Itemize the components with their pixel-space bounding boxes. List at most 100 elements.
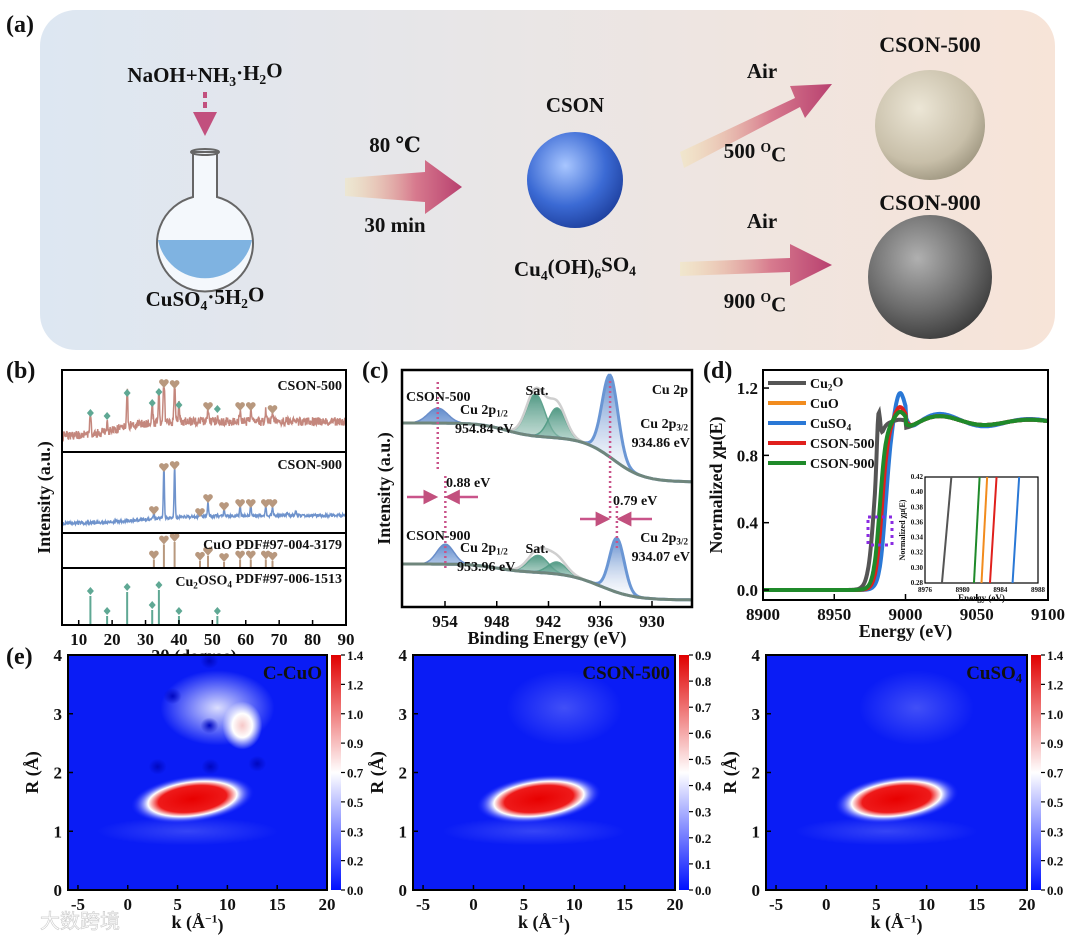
wt-heatmap <box>766 655 1027 890</box>
x-tick-label: 9100 <box>1031 605 1065 624</box>
intermediate-name: CSON <box>546 93 604 117</box>
x-tick-label: -5 <box>416 895 430 914</box>
heatmap-shell-region <box>859 670 974 746</box>
y-axis-title: R (Å) <box>367 751 388 794</box>
x-tick-label: 30 <box>137 630 154 649</box>
x-tick-label: 8950 <box>817 605 851 624</box>
cuo-marker-icon <box>169 533 180 542</box>
cuo-marker-icon <box>169 461 180 470</box>
cu2oso4-marker-icon <box>148 399 156 407</box>
xps-background-line <box>401 421 692 484</box>
y-tick-label: 0.4 <box>737 514 759 533</box>
wt-map-0: C-CuO -5 0 5 10 15 20 0 1 2 3 4 k (Å−1​) R (Å) 0.0 0.2 0… <box>22 646 364 936</box>
cu2oso4-marker-icon <box>155 388 163 396</box>
cuo-marker-icon <box>195 508 205 517</box>
cu2oso4-marker-icon <box>103 412 111 420</box>
x-tick-label: -5 <box>769 895 783 914</box>
x-tick-label: 90 <box>338 630 355 649</box>
colorbar-tick-label: 0.9 <box>695 648 712 663</box>
x-tick-label: 0 <box>124 895 133 914</box>
colorbar-tick-label: 0.3 <box>695 805 712 820</box>
inset-y-tick-label: 0.32 <box>911 549 924 557</box>
x-axis-title: k (Å−1​) <box>171 912 223 936</box>
cuo-marker-icon <box>245 499 256 508</box>
watermark: 大数跨境 <box>40 909 120 933</box>
inset-line <box>940 476 953 584</box>
x-tick-label: 15 <box>269 895 286 914</box>
colorbar-tick-label: 1.4 <box>347 648 364 663</box>
x-tick-label: 50 <box>204 630 221 649</box>
x-tick-label: 80 <box>304 630 321 649</box>
cu2oso4-marker-icon <box>123 583 131 591</box>
heatmap-main-peak <box>476 774 602 824</box>
shift-label-2p12: 0.88 eV <box>446 476 490 491</box>
cu2oso4-marker-icon <box>86 587 94 595</box>
panel-e-letter: (e) <box>6 644 33 670</box>
y-tick-label: 3 <box>399 705 408 724</box>
cuo-marker-icon <box>159 463 169 472</box>
inset-y-tick-label: 0.34 <box>911 534 924 542</box>
heatmap-faint-band <box>96 817 279 846</box>
cu2oso4-marker-icon <box>86 409 94 417</box>
inset-line <box>1011 476 1021 584</box>
colorbar-tick-label: 0.2 <box>695 831 711 846</box>
reagent-naoh-nh3: NaOH+NH3​·H2​O <box>127 59 282 90</box>
xps-900-p32-label: Cu 2p3/2​ <box>640 531 688 547</box>
y-axis-title: R (Å) <box>720 751 741 794</box>
panel-b-letter: (b) <box>6 358 35 384</box>
y-axis-title: Intensity (a.u.) <box>34 441 55 554</box>
y-tick-label: 0.8 <box>737 446 758 465</box>
y-tick-label: 0 <box>54 881 63 900</box>
wt-map-2: CuSO4​ -5 0 5 10 15 20 0 1 2 3 4 k (Å−1​) R (Å) 0.0 0.2… <box>720 646 1064 936</box>
colorbar-tick-label: 0.2 <box>347 854 363 869</box>
colorbar-tick-label: 0.3 <box>347 824 364 839</box>
xrd-series-label: Cu2​OSO4​ PDF#97-006-1513 <box>175 572 342 591</box>
colorbar-tick-label: 0.7 <box>347 766 364 781</box>
y-tick-label: 2 <box>399 764 408 783</box>
x-tick-label: -5 <box>71 895 85 914</box>
x-tick-label: 20 <box>1019 895 1036 914</box>
legend-label: CuO <box>810 397 839 412</box>
xps-500-p32-label: Cu 2p3/2​ <box>640 417 688 433</box>
cuo-marker-icon <box>203 546 213 556</box>
cuo-marker-icon <box>267 405 278 414</box>
colorbar-tick-label: 0.0 <box>1047 883 1063 898</box>
step1-time: 30 min <box>364 213 426 237</box>
wt-heatmap <box>68 655 327 890</box>
y-tick-label: 0 <box>752 881 761 900</box>
x-tick-label: 15 <box>968 895 985 914</box>
cuo-marker-icon <box>267 499 278 508</box>
y-tick-label: 0.0 <box>737 581 758 600</box>
x-tick-label: 60 <box>237 630 254 649</box>
x-axis-title: Binding Energy (eV) <box>467 628 626 649</box>
heatmap-main-peak <box>834 774 959 824</box>
xanes-chart: Cu2​O CuO CuSO4​ CSON-500 CSON-900 8900 8950 90… <box>706 369 1065 642</box>
heatmap-second-peak <box>222 701 263 750</box>
cuo-marker-icon <box>195 551 205 561</box>
x-tick-label: 948 <box>484 612 510 631</box>
xps-500-p32-value: 934.86 eV <box>632 436 690 451</box>
cu2oso4-marker-icon <box>148 601 156 609</box>
zoom-region-box <box>866 515 894 547</box>
route-500-gas: Air <box>747 59 777 83</box>
xrd-chart: CSON-500 CSON-900 CuO PDF#97-004-3179 Cu2​O… <box>34 369 355 667</box>
y-tick-label: 4 <box>54 646 63 665</box>
x-axis-title: k (Å−1​) <box>870 912 922 936</box>
cuo-marker-icon <box>169 380 180 389</box>
xrd-series-label: CSON-900 <box>277 458 342 473</box>
xps-900-p32-value: 934.07 eV <box>632 550 690 565</box>
xrd-cson-500-line <box>61 387 347 443</box>
inset-y-tick-label: 0.30 <box>911 564 924 572</box>
y-axis-title: R (Å) <box>22 751 43 794</box>
colorbar <box>331 655 341 890</box>
cuo-marker-icon <box>159 379 169 388</box>
xrd-cson-900-line <box>61 464 347 527</box>
colorbar-tick-label: 0.9 <box>1047 736 1064 751</box>
inset-x-tick-label: 8988 <box>1031 586 1046 594</box>
colorbar-tick-label: 0.8 <box>695 674 712 689</box>
inset-y-axis-title: Normalized χμ(E) <box>898 499 907 560</box>
inset-y-tick-label: 0.38 <box>911 503 924 511</box>
x-tick-label: 20 <box>667 895 684 914</box>
